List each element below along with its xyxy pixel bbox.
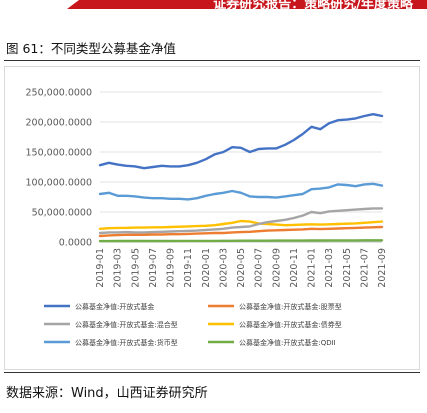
x-axis-ticks: 2019-01 2019-03 2019-05 2019-07 2019-09 2019-…: [95, 248, 388, 288]
y-tick-label: 250,000.0000: [26, 88, 92, 99]
legend-label: 公募基金净值:开放式基金:混合型: [75, 320, 178, 329]
y-tick-label: 0.0000: [59, 238, 92, 249]
x-tick-label: 2020-11: [289, 248, 300, 288]
series-line: [98, 207, 384, 235]
y-tick-label: 150,000.0000: [26, 148, 92, 159]
line-chart: 0.0000 50,000.0000 100,000.0000 150,000.000…: [4, 66, 420, 370]
legend-label: 公募基金净值:开放式基金:货币型: [75, 338, 178, 347]
x-tick-label: 2019-09: [166, 248, 177, 288]
series-lines: [98, 113, 384, 243]
series-line: [98, 225, 384, 238]
legend-label: 公募基金净值:开放式基金:QDII: [239, 338, 336, 347]
x-tick-label: 2020-03: [218, 248, 229, 288]
legend: 公募基金净值:开放式基金 公募基金净值:开放式基金:股票型公募基金净值:开放式基金…: [44, 302, 342, 347]
y-tick-label: 200,000.0000: [26, 118, 92, 129]
series-line: [98, 182, 384, 201]
legend-label: 公募基金净值:开放式基金:债券型: [239, 320, 342, 329]
legend-label: 公募基金净值:开放式基金:股票型: [239, 302, 342, 311]
title-rule: [4, 60, 420, 61]
series-line: [98, 239, 384, 243]
chart-container: 0.0000 50,000.0000 100,000.0000 150,000.000…: [4, 66, 420, 370]
x-tick-label: 2019-03: [113, 248, 124, 288]
x-tick-label: 2021-01: [307, 248, 318, 288]
figure-title: 图 61：不同类型公募基金净值: [6, 41, 176, 56]
chart-border: [4, 66, 420, 370]
x-tick-label: 2019-11: [183, 248, 194, 288]
x-tick-label: 2020-07: [254, 248, 265, 288]
x-tick-label: 2020-05: [236, 248, 247, 288]
y-tick-label: 100,000.0000: [26, 178, 92, 189]
x-tick-label: 2020-01: [201, 248, 212, 288]
series-line: [98, 113, 384, 170]
x-tick-label: 2020-09: [271, 248, 282, 288]
x-tick-label: 2021-09: [377, 248, 388, 288]
y-tick-label: 50,000.0000: [32, 208, 92, 219]
y-axis-ticks: 0.0000 50,000.0000 100,000.0000 150,000.000…: [26, 88, 92, 249]
x-tick-label: 2019-01: [95, 248, 106, 288]
report-banner: 证券研究报告：策略研究/年度策略: [0, 0, 427, 24]
x-tick-label: 2021-05: [342, 248, 353, 288]
banner-red-bar: 证券研究报告：策略研究/年度策略: [67, 0, 427, 9]
source-note: 数据来源：Wind，山西证券研究所: [6, 386, 208, 401]
series-line: [98, 219, 384, 231]
x-tick-label: 2019-05: [130, 248, 141, 288]
x-tick-label: 2021-03: [324, 248, 335, 288]
source-rule: [4, 372, 420, 373]
banner-text: 证券研究报告：策略研究/年度策略: [213, 0, 413, 9]
x-tick-label: 2021-07: [359, 248, 370, 288]
x-tick-label: 2019-07: [148, 248, 159, 288]
legend-label: 公募基金净值:开放式基金: [75, 302, 154, 311]
